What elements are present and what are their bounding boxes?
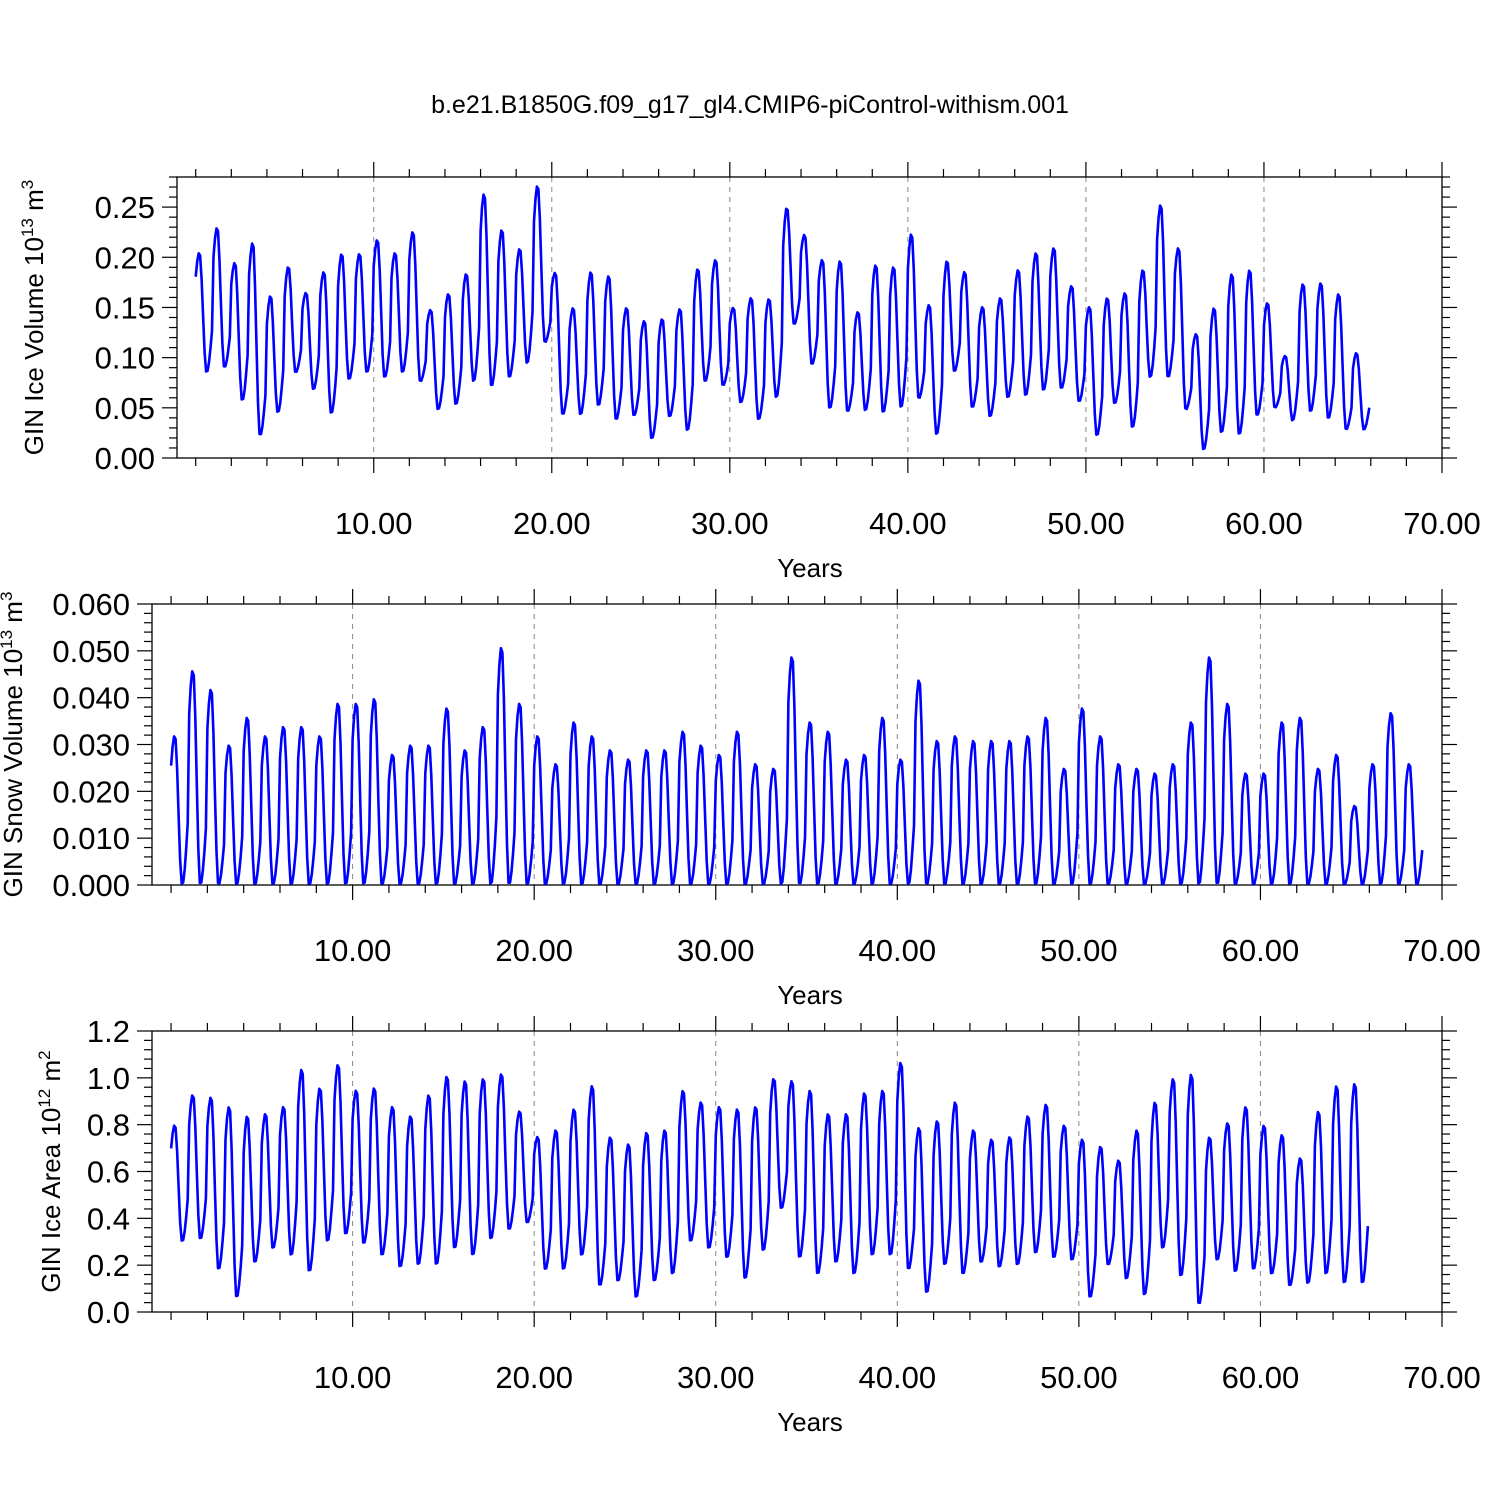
y-axis-label: GIN Ice Volume 1013 m3 xyxy=(18,180,49,456)
y-tick-label: 0.6 xyxy=(87,1155,130,1190)
x-tick-label: 70.00 xyxy=(1403,1360,1481,1395)
y-tick-label: 0.8 xyxy=(87,1108,130,1143)
x-tick-label: 20.00 xyxy=(495,1360,573,1395)
series-line-ice-volume xyxy=(194,185,1371,451)
x-tick-label: 60.00 xyxy=(1222,933,1300,968)
x-axis-label: Years xyxy=(777,980,843,1010)
y-tick-label: 0.2 xyxy=(87,1248,130,1283)
x-tick-label: 30.00 xyxy=(691,506,769,541)
y-axis-label: GIN Snow Volume 1013 m3 xyxy=(0,592,28,898)
y-tick-label: 0.20 xyxy=(95,240,155,275)
x-tick-label: 10.00 xyxy=(314,933,392,968)
plot-frame xyxy=(151,1030,1443,1313)
x-tick-label: 60.00 xyxy=(1225,506,1303,541)
x-tick-label: 20.00 xyxy=(495,933,573,968)
x-tick-label: 60.00 xyxy=(1222,1360,1300,1395)
series-line-ice-area xyxy=(169,1061,1370,1305)
x-tick-label: 50.00 xyxy=(1040,933,1118,968)
x-tick-label: 40.00 xyxy=(859,933,937,968)
x-axis-label: Years xyxy=(777,1407,843,1437)
x-tick-label: 30.00 xyxy=(677,1360,755,1395)
y-tick-label: 0.020 xyxy=(52,774,130,809)
series-line-snow-volume xyxy=(169,646,1424,886)
x-tick-label: 70.00 xyxy=(1403,933,1481,968)
y-tick-label: 0.4 xyxy=(87,1201,130,1236)
y-tick-label: 0.050 xyxy=(52,634,130,669)
y-tick-label: 0.030 xyxy=(52,728,130,763)
y-tick-label: 1.0 xyxy=(87,1061,130,1096)
x-tick-label: 50.00 xyxy=(1047,506,1125,541)
plot-frame xyxy=(176,176,1443,459)
panel-ice-area: 10.00 20.00 30.00 40.00 50.00 60.00 70.00 0.0 0.… xyxy=(35,1014,1481,1437)
y-tick-label: 0.040 xyxy=(52,681,130,716)
y-tick-label: 0.15 xyxy=(95,290,155,325)
panel-ice-volume: 10.00 20.00 30.00 40.00 50.00 60.00 70.00 0.00 0… xyxy=(18,162,1481,583)
y-tick-label: 0.0 xyxy=(87,1295,130,1330)
x-tick-label: 40.00 xyxy=(869,506,947,541)
y-axis-label: GIN Ice Area 1012 m2 xyxy=(35,1050,66,1292)
x-tick-label: 20.00 xyxy=(513,506,591,541)
y-tick-label: 1.2 xyxy=(87,1014,130,1049)
x-tick-label: 70.00 xyxy=(1403,506,1481,541)
plot-frame xyxy=(151,603,1443,886)
y-tick-label: 0.010 xyxy=(52,821,130,856)
y-tick-label: 0.060 xyxy=(52,587,130,622)
y-tick-label: 0.00 xyxy=(95,441,155,476)
x-axis-label: Years xyxy=(777,553,843,583)
x-tick-label: 30.00 xyxy=(677,933,755,968)
y-tick-label: 0.25 xyxy=(95,190,155,225)
chart-title: b.e21.B1850G.f09_g17_gl4.CMIP6-piControl… xyxy=(431,91,1069,119)
panel-snow-volume: 10.00 20.00 30.00 40.00 50.00 60.00 70.00 0.000… xyxy=(0,587,1481,1010)
x-tick-label: 40.00 xyxy=(859,1360,937,1395)
x-tick-label: 50.00 xyxy=(1040,1360,1118,1395)
x-tick-label: 10.00 xyxy=(314,1360,392,1395)
y-tick-label: 0.10 xyxy=(95,341,155,376)
y-tick-label: 0.05 xyxy=(95,391,155,426)
x-tick-label: 10.00 xyxy=(335,506,413,541)
y-tick-label: 0.000 xyxy=(52,868,130,903)
